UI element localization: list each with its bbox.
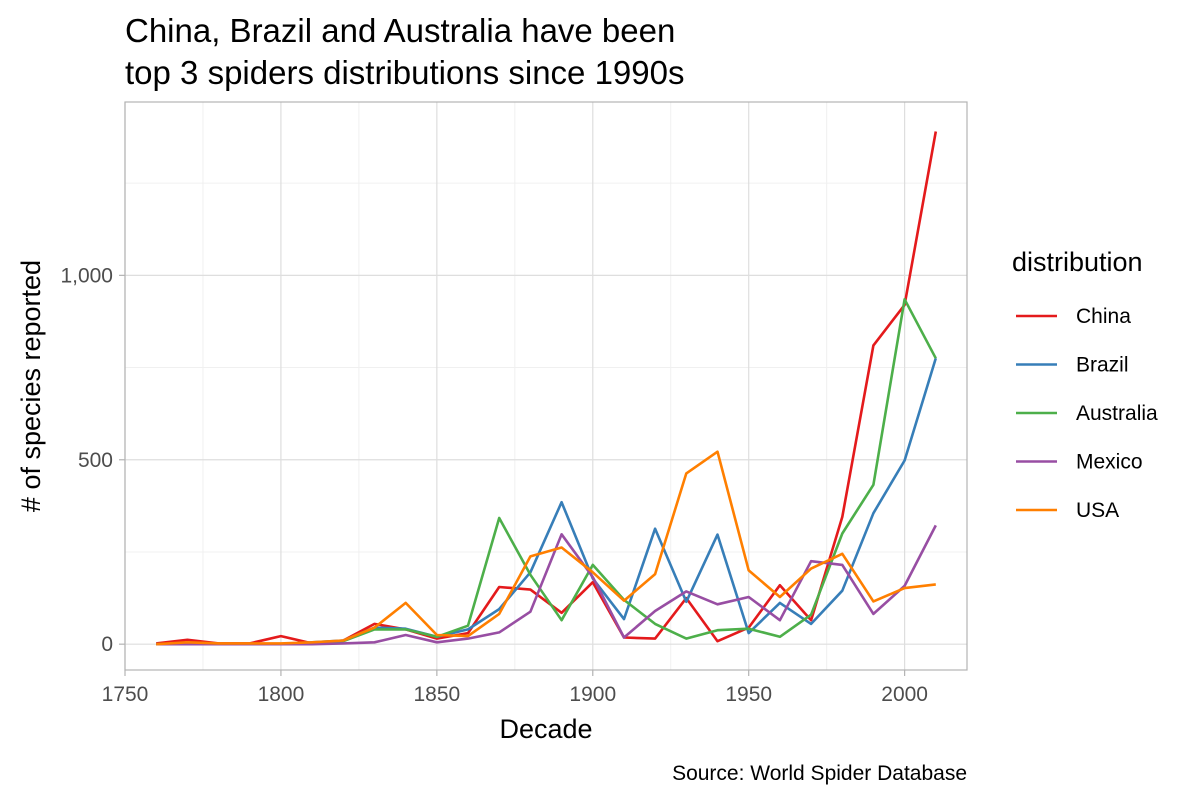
legend-item-usa: USA (1016, 499, 1119, 522)
legend-label: Australia (1076, 402, 1158, 425)
legend-item-china: China (1016, 305, 1131, 328)
x-axis-title: Decade (499, 714, 592, 744)
chart-title: China, Brazil and Australia have been to… (125, 12, 685, 91)
series-line-usa (156, 450, 936, 646)
grid-major (124, 102, 967, 670)
legend-label: Mexico (1076, 451, 1143, 474)
legend-label: China (1076, 305, 1131, 328)
y-tick-label: 0 (101, 633, 113, 656)
legend: distribution China Brazil Australia Mexico U… (1012, 247, 1158, 522)
x-tick-label: 1750 (102, 683, 149, 706)
legend-items: China Brazil Australia Mexico USA (1016, 305, 1158, 522)
x-tick-label: 1900 (569, 683, 616, 706)
plot-panel (125, 102, 967, 670)
y-axis-title: # of species reported (16, 260, 46, 512)
legend-label: Brazil (1076, 354, 1129, 377)
x-tick-label: 2000 (881, 683, 928, 706)
x-axis-ticks: 1750 1800 1850 1900 1950 2000 (102, 670, 928, 706)
y-tick-label: 500 (78, 449, 113, 472)
x-tick-label: 1950 (725, 683, 772, 706)
x-tick-label: 1800 (258, 683, 305, 706)
chart-caption: Source: World Spider Database (672, 762, 967, 785)
legend-item-brazil: Brazil (1016, 354, 1129, 377)
legend-item-mexico: Mexico (1016, 451, 1143, 474)
x-tick-label: 1850 (413, 683, 460, 706)
y-axis-ticks: 0 500 1,000 (60, 264, 125, 656)
legend-label: USA (1076, 499, 1119, 522)
chart-title-line-2: top 3 spiders distributions since 1990s (125, 54, 685, 91)
legend-item-australia: Australia (1016, 402, 1158, 425)
legend-title: distribution (1012, 247, 1143, 277)
y-tick-label: 1,000 (60, 264, 113, 287)
plot-border (124, 101, 968, 671)
series-line-china (156, 131, 938, 645)
chart-title-line-1: China, Brazil and Australia have been (125, 12, 675, 49)
series-lines (156, 131, 938, 646)
